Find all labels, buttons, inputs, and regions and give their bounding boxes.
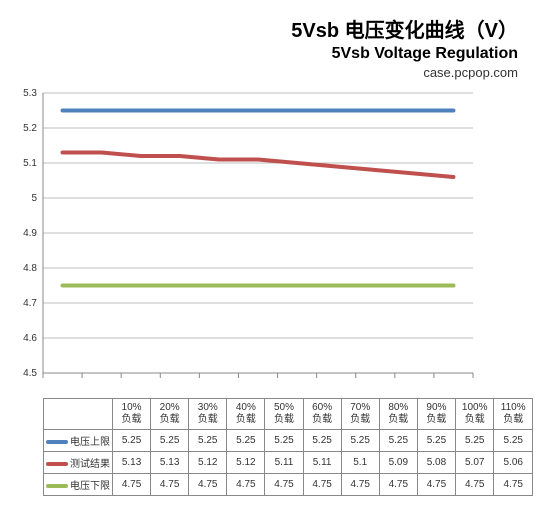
value-cell: 4.75 [151, 474, 189, 496]
value-cell: 5.25 [227, 430, 265, 452]
value-cell: 4.75 [341, 474, 379, 496]
value-cell: 5.25 [341, 430, 379, 452]
chart-title-main: 5Vsb 电压变化曲线（V） [10, 14, 518, 43]
value-cell: 4.75 [303, 474, 341, 496]
category-header: 110%负载 [494, 399, 533, 430]
legend-swatch [46, 462, 68, 466]
svg-text:4.9: 4.9 [23, 228, 37, 239]
category-header: 50%负载 [265, 399, 303, 430]
value-cell: 5.06 [494, 452, 533, 474]
category-header: 60%负载 [303, 399, 341, 430]
svg-text:5.3: 5.3 [23, 88, 37, 99]
category-header: 10%负载 [113, 399, 151, 430]
legend-label: 电压上限 [70, 437, 110, 448]
legend-header-empty [44, 399, 113, 430]
svg-text:5.2: 5.2 [23, 123, 37, 134]
value-cell: 4.75 [113, 474, 151, 496]
value-cell: 5.25 [189, 430, 227, 452]
value-cell: 4.75 [189, 474, 227, 496]
svg-text:4.6: 4.6 [23, 333, 37, 344]
value-cell: 5.13 [151, 452, 189, 474]
value-cell: 5.25 [455, 430, 493, 452]
value-cell: 5.25 [417, 430, 455, 452]
value-cell: 5.25 [303, 430, 341, 452]
chart-source-url: case.pcpop.com [10, 65, 518, 80]
legend-swatch [46, 440, 68, 444]
value-cell: 5.25 [494, 430, 533, 452]
line-chart: 4.5 4.6 4.7 4.8 4.9 5 5.1 5.2 5.3 [10, 88, 505, 398]
value-cell: 5.1 [341, 452, 379, 474]
value-cell: 5.25 [265, 430, 303, 452]
value-cell: 4.75 [227, 474, 265, 496]
chart-title-sub: 5Vsb Voltage Regulation [10, 45, 518, 63]
category-header: 90%负载 [417, 399, 455, 430]
value-cell: 5.08 [417, 452, 455, 474]
legend-cell: 电压下限 [44, 474, 113, 496]
legend-swatch [46, 484, 68, 488]
category-header: 70%负载 [341, 399, 379, 430]
data-table: 10%负载20%负载30%负载40%负载50%负载60%负载70%负载80%负载… [43, 398, 533, 496]
value-cell: 4.75 [379, 474, 417, 496]
value-cell: 5.25 [113, 430, 151, 452]
svg-text:4.5: 4.5 [23, 368, 37, 379]
category-header: 80%负载 [379, 399, 417, 430]
legend-label: 测试结果 [70, 459, 110, 470]
value-cell: 4.75 [265, 474, 303, 496]
value-cell: 5.11 [265, 452, 303, 474]
category-header: 100%负载 [455, 399, 493, 430]
legend-cell: 测试结果 [44, 452, 113, 474]
value-cell: 5.09 [379, 452, 417, 474]
value-cell: 5.13 [113, 452, 151, 474]
value-cell: 4.75 [494, 474, 533, 496]
value-cell: 5.12 [189, 452, 227, 474]
svg-text:4.7: 4.7 [23, 298, 37, 309]
value-cell: 5.25 [379, 430, 417, 452]
category-header: 40%负载 [227, 399, 265, 430]
svg-text:5.1: 5.1 [23, 158, 37, 169]
value-cell: 5.07 [455, 452, 493, 474]
svg-text:5: 5 [31, 193, 37, 204]
legend-label: 电压下限 [70, 481, 110, 492]
value-cell: 4.75 [455, 474, 493, 496]
value-cell: 5.25 [151, 430, 189, 452]
value-cell: 4.75 [417, 474, 455, 496]
category-header: 20%负载 [151, 399, 189, 430]
value-cell: 5.12 [227, 452, 265, 474]
value-cell: 5.11 [303, 452, 341, 474]
category-header: 30%负载 [189, 399, 227, 430]
svg-text:4.8: 4.8 [23, 263, 37, 274]
chart-container: 4.5 4.6 4.7 4.8 4.9 5 5.1 5.2 5.3 10%负载20%负载30%负… [10, 88, 528, 496]
legend-cell: 电压上限 [44, 430, 113, 452]
